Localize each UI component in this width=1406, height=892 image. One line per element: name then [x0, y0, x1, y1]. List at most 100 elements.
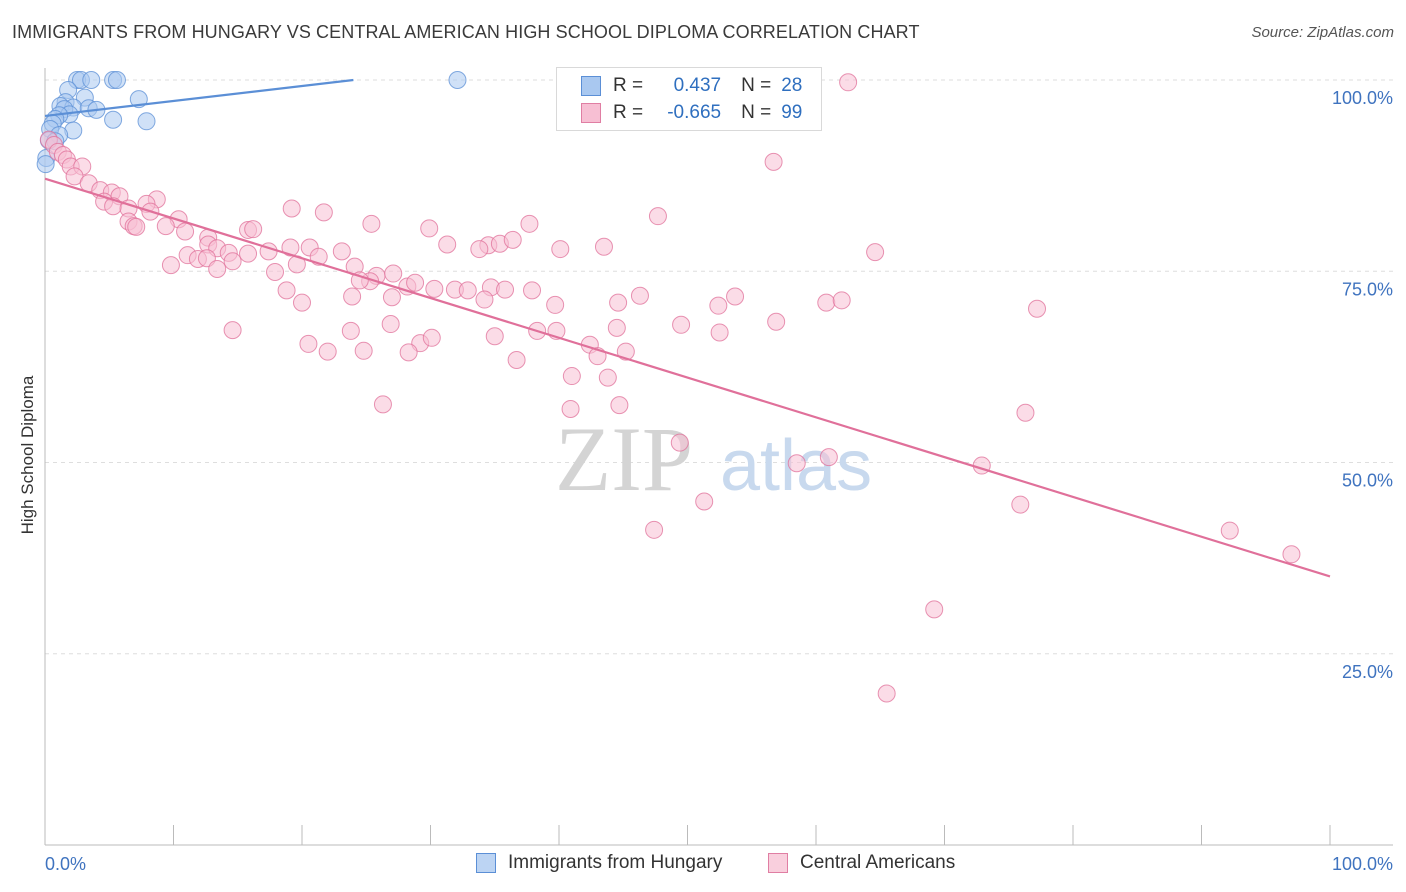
n-label: N = — [741, 102, 772, 123]
data-point-central-americans — [176, 222, 195, 241]
data-point-central-americans — [406, 273, 425, 292]
data-point-central-americans — [764, 152, 783, 171]
data-point-central-americans — [314, 203, 333, 222]
data-point-central-americans — [551, 240, 570, 259]
grid-lines — [45, 79, 1393, 655]
trend-lines — [44, 78, 1331, 578]
data-point-central-americans — [485, 327, 504, 346]
data-point-central-americans — [709, 296, 728, 315]
data-point-hungary — [137, 112, 156, 131]
data-point-central-americans — [726, 287, 745, 306]
stats-row-hungary: R = 0.437 N = 28 — [581, 74, 802, 98]
watermark-zip: ZIP — [555, 408, 693, 510]
data-point-central-americans — [546, 295, 565, 314]
data-point-central-americans — [362, 214, 381, 233]
data-point-central-americans — [520, 214, 539, 233]
data-point-central-americans — [561, 399, 580, 418]
data-point-central-americans — [839, 73, 858, 92]
data-point-central-americans — [382, 288, 401, 307]
stats-row-central-americans: R = -0.665 N = 99 — [581, 101, 802, 125]
legend-swatch-hungary — [581, 76, 601, 96]
r-value: -0.665 — [667, 102, 722, 123]
data-point-central-americans — [1011, 495, 1030, 514]
data-point-central-americans — [610, 396, 629, 415]
data-point-central-americans — [767, 312, 786, 331]
data-point-central-americans — [1016, 403, 1035, 422]
data-point-central-americans — [354, 341, 373, 360]
data-point-hungary — [107, 71, 126, 89]
data-point-central-americans — [332, 242, 351, 261]
data-point-central-americans — [616, 342, 635, 361]
data-point-central-americans — [1282, 545, 1301, 564]
data-point-central-americans — [609, 293, 628, 312]
r-label: R = — [613, 102, 644, 123]
data-point-central-americans — [523, 281, 542, 300]
legend-swatch — [768, 853, 788, 873]
data-point-central-americans — [1028, 299, 1047, 318]
n-value: 28 — [781, 75, 803, 96]
legend-swatch-central-americans — [581, 103, 601, 123]
data-point-central-americans — [127, 217, 146, 236]
data-point-central-americans — [381, 315, 400, 334]
data-point-central-americans — [438, 235, 457, 254]
data-point-central-americans — [384, 264, 403, 283]
y-axis-label: High School Diploma — [18, 375, 37, 535]
legend-swatch — [476, 853, 496, 873]
source-label: Source: ZipAtlas.com — [1251, 24, 1394, 41]
trend-line-central-americans — [44, 177, 1331, 578]
y-tick-label: 100.0% — [1332, 88, 1393, 108]
data-point-central-americans — [156, 217, 175, 236]
legend-label: Immigrants from Hungary — [508, 852, 723, 873]
data-point-central-americans — [422, 328, 441, 347]
data-point-central-americans — [223, 321, 242, 340]
n-label: N = — [741, 75, 772, 96]
data-point-central-americans — [710, 323, 729, 342]
data-point-central-americans — [877, 684, 896, 703]
data-point-central-americans — [425, 279, 444, 298]
y-tick-label: 75.0% — [1342, 279, 1393, 299]
r-value: 0.437 — [673, 75, 722, 96]
data-point-central-americans — [695, 492, 714, 511]
data-point-central-americans — [832, 291, 851, 310]
data-point-central-americans — [281, 238, 300, 257]
x-tick-label: 0.0% — [45, 854, 86, 874]
data-point-central-americans — [277, 281, 296, 300]
data-point-central-americans — [925, 600, 944, 619]
data-point-central-americans — [507, 350, 526, 369]
data-point-central-americans — [244, 220, 263, 239]
data-point-central-americans — [239, 244, 258, 263]
data-point-hungary — [82, 71, 101, 89]
data-point-central-americans — [299, 334, 318, 353]
data-point-central-americans — [266, 263, 285, 282]
data-point-central-americans — [787, 454, 806, 473]
data-point-hungary — [36, 155, 55, 174]
data-point-central-americans — [648, 207, 667, 226]
chart-title: IMMIGRANTS FROM HUNGARY VS CENTRAL AMERI… — [12, 22, 920, 42]
data-point-central-americans — [630, 286, 649, 305]
r-label: R = — [613, 75, 644, 96]
data-point-central-americans — [293, 293, 311, 312]
data-point-central-americans — [607, 318, 626, 337]
data-point-central-americans — [161, 256, 180, 275]
data-point-central-americans — [282, 199, 301, 218]
data-point-central-americans — [420, 219, 439, 238]
data-point-central-americans — [598, 368, 617, 387]
data-point-central-americans — [672, 315, 691, 334]
data-points — [36, 71, 1301, 703]
trend-line-hungary — [44, 78, 354, 118]
data-point-central-americans — [223, 252, 242, 271]
data-point-central-americans — [496, 280, 515, 299]
data-point-central-americans — [341, 321, 360, 340]
data-point-central-americans — [470, 240, 489, 259]
legend-item-central-americans: Central Americans — [768, 852, 955, 874]
data-point-central-americans — [1220, 521, 1239, 540]
data-point-central-americans — [350, 271, 369, 290]
data-point-central-americans — [594, 237, 613, 256]
data-point-central-americans — [208, 259, 227, 278]
data-point-hungary — [104, 110, 123, 129]
data-point-central-americans — [475, 290, 494, 309]
data-point-central-americans — [670, 433, 689, 452]
data-point-central-americans — [866, 243, 885, 262]
data-point-central-americans — [399, 343, 418, 362]
